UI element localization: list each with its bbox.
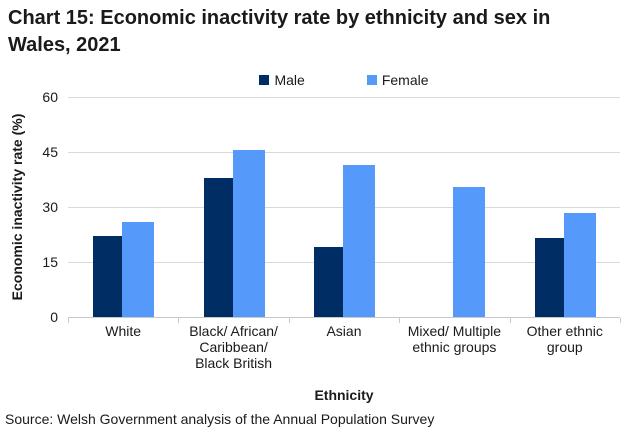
legend-label-female: Female [381,72,429,88]
gridline-60 [68,97,620,98]
y-tick-label-60: 60 [42,89,58,105]
bar-male-white [93,236,124,317]
y-tick-label-30: 30 [42,199,58,215]
chart-title: Chart 15: Economic inactivity rate by et… [8,7,551,56]
x-axis-label-other-ethnic-group: Other ethnic group [526,323,603,355]
bar-female-black-african-caribbean-black-british [232,150,265,317]
x-axis-title: Ethnicity [314,387,374,403]
x-axis-tickmark [620,318,621,323]
legend-item-female: Female [366,72,429,88]
bar-male-black-african-caribbean-black-british [203,177,234,317]
x-axis-tickmark [178,318,180,323]
legend-label-male: Male [274,72,305,88]
legend-item-male: Male [259,72,305,88]
bar-female-other-ethnic-group [563,212,596,317]
plot-area [68,97,620,318]
x-axis-tickmark [399,318,401,323]
bar-male-asian [314,247,344,317]
bar-female-mixed-multiple-ethnic-groups [453,186,486,317]
x-axis-tickmark [509,318,511,323]
x-axis-label-asian: Asian [326,323,362,339]
y-tick-label-45: 45 [42,144,58,160]
bar-male-other-ethnic-group [534,238,565,317]
x-axis-tickmark [68,318,69,323]
bar-female-asian [343,164,375,317]
x-axis-label-black-african-caribbean-black-british: Black/ African/ Caribbean/ Black British [189,323,278,371]
x-axis-tickmark [288,318,290,323]
chart-legend: Male Female [68,72,620,88]
bar-female-white [122,221,155,317]
female-swatch-icon [366,75,377,85]
x-axis-label-white: White [105,323,142,339]
y-tick-label-0: 0 [50,309,58,325]
source-note: Source: Welsh Government analysis of the… [5,411,435,427]
male-swatch-icon [259,75,270,85]
y-tick-label-15: 15 [42,254,58,270]
x-axis-label-mixed-multiple-ethnic-groups: Mixed/ Multiple ethnic groups [407,323,502,355]
gridline-45 [68,152,620,153]
